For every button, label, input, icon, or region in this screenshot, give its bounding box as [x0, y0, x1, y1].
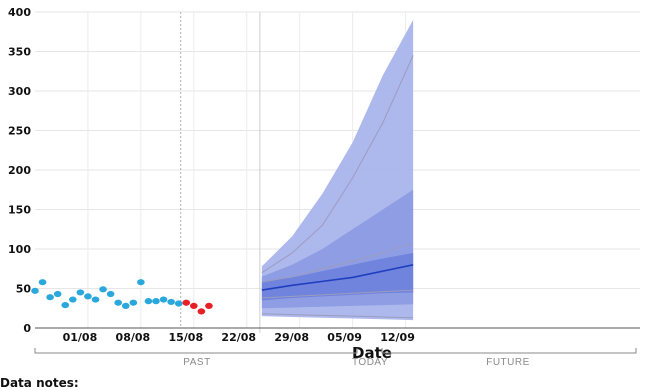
recent-point	[205, 302, 213, 309]
forecast-median-line	[261, 264, 414, 291]
y-tick-label: 150	[8, 204, 31, 217]
axes: 0 50 100 150 200 250 300 350 400 01/08 08/08 15/08 2…	[8, 6, 640, 344]
observed-point	[84, 293, 92, 300]
x-tick-label: 08/08	[116, 331, 151, 344]
recent-point	[197, 308, 206, 315]
forecast-scenario-line	[261, 55, 414, 274]
y-tick-label: 400	[8, 6, 31, 19]
forecast-band-inner	[261, 252, 414, 301]
x-tick-label: 15/08	[168, 331, 203, 344]
observed-point	[114, 299, 122, 306]
forecast-scenario-line	[261, 242, 414, 283]
observed-point	[121, 302, 130, 309]
observed-point	[69, 296, 77, 303]
data-notes-label: Data notes:	[0, 376, 79, 390]
observed-point	[174, 300, 183, 307]
observed-point	[46, 294, 54, 301]
observed-point	[152, 298, 160, 305]
observed-point	[99, 286, 107, 293]
future-bracket	[381, 348, 637, 354]
recent-point	[190, 302, 198, 309]
y-tick-label: 350	[8, 46, 31, 59]
observed-point	[38, 279, 47, 286]
observed-point	[137, 279, 145, 286]
y-tick-label: 200	[8, 164, 31, 177]
y-tick-label: 50	[16, 283, 32, 296]
recent-point	[182, 299, 191, 306]
forecast-scenario-line	[261, 313, 414, 319]
forecast-bands	[261, 19, 414, 321]
y-tick-label: 250	[8, 125, 31, 138]
future-label: FUTURE	[486, 357, 530, 368]
y-tick-label: 100	[8, 243, 31, 256]
observed-point	[144, 298, 153, 305]
observed-point	[61, 301, 70, 309]
data-points	[31, 279, 213, 315]
observed-point	[159, 296, 168, 303]
past-label: PAST	[183, 357, 210, 368]
observed-point	[31, 287, 39, 294]
past-bracket	[34, 348, 358, 354]
x-tick-label: 01/08	[63, 331, 98, 344]
observed-point	[91, 296, 100, 303]
observed-point	[106, 290, 115, 298]
observed-point	[76, 289, 85, 296]
period-brackets: PAST TODAY FUTURE	[34, 348, 637, 368]
observed-point	[129, 299, 138, 306]
observed-point	[53, 290, 62, 298]
x-tick-label: 22/08	[221, 331, 256, 344]
y-tick-label: 0	[23, 322, 31, 335]
forecast-scenario-line	[261, 289, 414, 299]
today-label: TODAY	[352, 357, 388, 368]
x-tick-label: 05/09	[327, 331, 362, 344]
observed-point	[167, 298, 175, 306]
y-tick-label: 300	[8, 85, 31, 98]
x-tick-label: 29/08	[274, 331, 309, 344]
x-tick-label: 12/09	[380, 331, 415, 344]
